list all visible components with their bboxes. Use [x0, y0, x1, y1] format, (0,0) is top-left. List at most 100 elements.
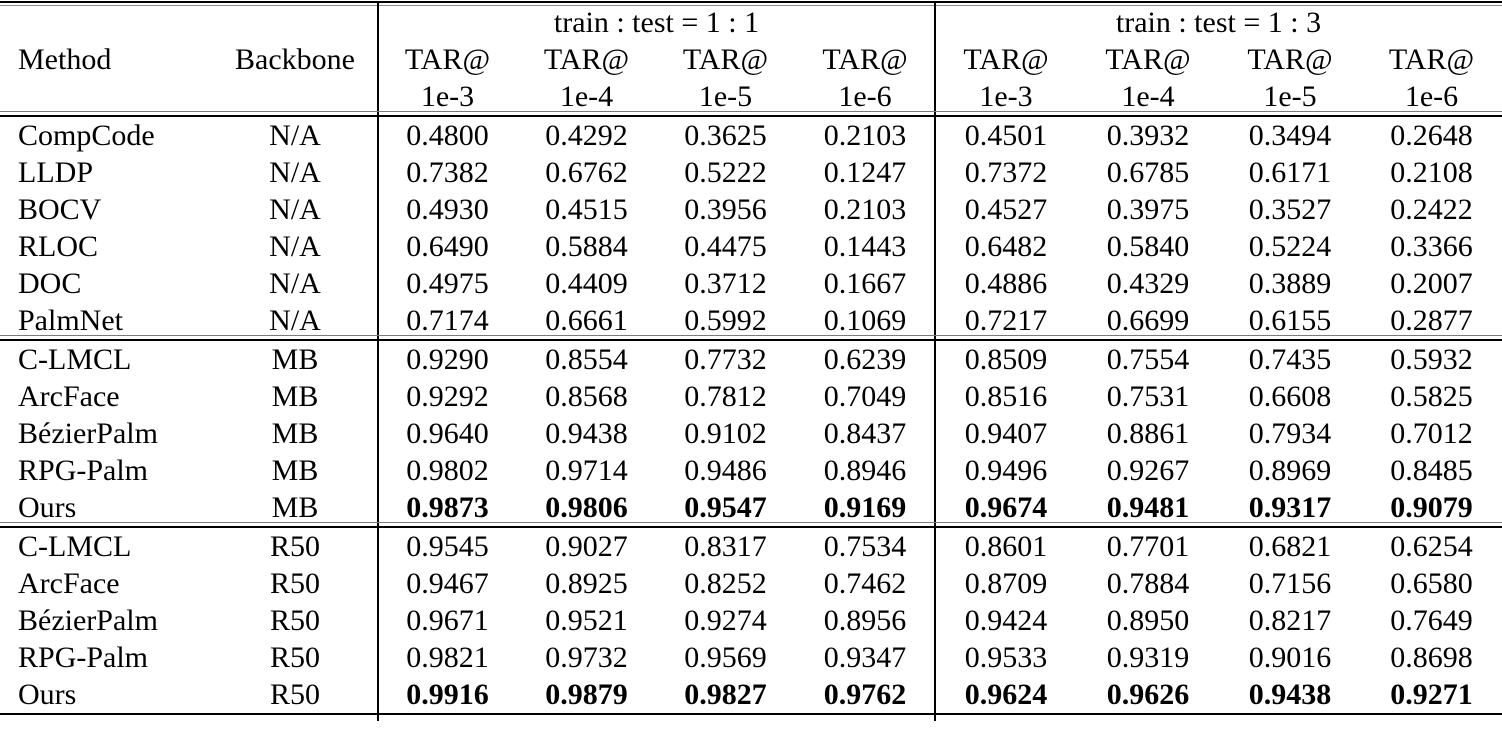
tar-value-cell: 0.4800: [406, 119, 489, 152]
table-row: RLOC N/A 0.6490 0.5884 0.4475 0.1443 0.6482 0.5…: [0, 228, 1502, 265]
tar-value-cell: 0.1443: [823, 230, 907, 263]
col-header-tar: TAR@: [543, 43, 630, 76]
tar-value-cell: 0.7649: [1390, 604, 1473, 637]
method-cell: BOCV: [18, 193, 102, 226]
tar-value-cell: 0.9674: [964, 491, 1048, 524]
column-group-title-train-test-1-1: train : test = 1 : 1: [553, 6, 760, 39]
tar-value-cell: 0.3712: [684, 267, 767, 300]
tar-value-cell: 0.9827: [684, 678, 767, 711]
tar-value-cell: 0.8861: [1106, 417, 1190, 450]
tar-value-cell: 0.8317: [684, 530, 767, 563]
tar-value-cell: 0.9016: [1248, 641, 1332, 674]
tar-value-cell: 0.9102: [684, 417, 767, 450]
tar-value-cell: 0.9762: [823, 678, 907, 711]
table-row: BOCV N/A 0.4930 0.4515 0.3956 0.2103 0.4527 0.3…: [0, 191, 1502, 228]
tar-value-cell: 0.9481: [1106, 491, 1190, 524]
method-cell: LLDP: [18, 156, 93, 189]
tar-value-cell: 0.2422: [1390, 193, 1473, 226]
tar-value-cell: 0.8252: [684, 567, 767, 600]
tar-value-cell: 0.4515: [545, 193, 628, 226]
column-group-title-train-test-1-3: train : test = 1 : 3: [1115, 6, 1322, 39]
col-header-tar: TAR@: [822, 43, 908, 76]
tar-value-cell: 0.2108: [1390, 156, 1473, 189]
tar-value-cell: 0.9271: [1390, 678, 1473, 711]
tar-value-cell: 0.7156: [1248, 567, 1332, 600]
tar-value-cell: 0.8509: [964, 343, 1048, 376]
tar-value-cell: 0.3366: [1390, 230, 1473, 263]
tar-value-cell: 0.8950: [1106, 604, 1190, 637]
backbone-cell: MB: [271, 454, 319, 487]
tar-value-cell: 0.9169: [823, 491, 907, 524]
tar-value-cell: 0.5222: [684, 156, 767, 189]
tar-value-cell: 0.7701: [1106, 530, 1190, 563]
table-header: train : test = 1 : 1 train : test = 1 : …: [0, 4, 1502, 117]
tar-value-cell: 0.7531: [1106, 380, 1190, 413]
col-header-tar: TAR@: [1388, 43, 1475, 76]
tar-value-cell: 0.9486: [684, 454, 767, 487]
tar-value-cell: 0.4409: [545, 267, 628, 300]
tar-value-cell: 0.7732: [684, 343, 767, 376]
tar-value-cell: 0.7462: [823, 567, 907, 600]
table-row: PalmNet N/A 0.7174 0.6661 0.5992 0.1069 0.7217…: [0, 302, 1502, 339]
backbone-cell: MB: [271, 380, 319, 413]
tar-value-cell: 0.6785: [1106, 156, 1190, 189]
table-vertical-rule-middle: [934, 2, 936, 721]
tar-value-cell: 0.9438: [1248, 678, 1332, 711]
tar-value-cell: 0.1247: [823, 156, 907, 189]
method-cell: RPG-Palm: [18, 454, 149, 487]
tar-value-cell: 0.6490: [406, 230, 489, 263]
tar-value-cell: 0.9821: [406, 641, 489, 674]
tar-value-cell: 0.6155: [1248, 304, 1332, 337]
tar-value-cell: 0.3494: [1248, 119, 1332, 152]
tar-value-cell: 0.6171: [1248, 156, 1332, 189]
tar-value-cell: 0.4329: [1106, 267, 1190, 300]
tar-value-cell: 0.7554: [1106, 343, 1190, 376]
table-body: CompCode N/A 0.4800 0.4292 0.3625 0.2103 0.450…: [0, 117, 1502, 715]
method-cell: ArcFace: [18, 567, 120, 600]
tar-value-cell: 0.9079: [1390, 491, 1473, 524]
col-header-tar: TAR@: [1247, 43, 1333, 76]
tar-value-cell: 0.8698: [1390, 641, 1473, 674]
method-cell: Ours: [18, 491, 77, 524]
tar-value-cell: 0.5992: [684, 304, 767, 337]
method-cell: CompCode: [18, 119, 155, 152]
tar-value-cell: 0.8946: [823, 454, 907, 487]
tar-value-cell: 0.4475: [684, 230, 767, 263]
tar-value-cell: 0.8925: [545, 567, 628, 600]
tar-value-cell: 0.9274: [684, 604, 767, 637]
tar-value-cell: 0.9521: [545, 604, 628, 637]
tar-value-cell: 0.3527: [1248, 193, 1332, 226]
col-header-tar: TAR@: [682, 43, 769, 76]
method-cell: ArcFace: [18, 380, 120, 413]
col-header-method: Method: [18, 43, 112, 76]
backbone-cell: R50: [269, 641, 320, 674]
tar-value-cell: 0.9732: [545, 641, 628, 674]
method-cell: RLOC: [18, 230, 99, 263]
backbone-cell: N/A: [269, 156, 321, 189]
backbone-cell: R50: [269, 530, 320, 563]
tar-value-cell: 0.4501: [964, 119, 1048, 152]
backbone-cell: R50: [269, 567, 320, 600]
tar-value-cell: 0.9714: [545, 454, 628, 487]
tar-value-cell: 0.5825: [1390, 380, 1473, 413]
col-header-threshold-1e-5: 1e-5: [1263, 80, 1317, 113]
tar-value-cell: 0.6699: [1106, 304, 1190, 337]
tar-value-cell: 0.8437: [823, 417, 907, 450]
tar-value-cell: 0.8217: [1248, 604, 1332, 637]
tar-value-cell: 0.9467: [406, 567, 489, 600]
backbone-cell: MB: [271, 417, 319, 450]
tar-value-cell: 0.9873: [406, 491, 489, 524]
table-vertical-rule-left: [377, 2, 379, 721]
tar-value-cell: 0.3956: [684, 193, 767, 226]
col-header-tar: TAR@: [404, 43, 491, 76]
table-row: RPG-Palm R50 0.9821 0.9732 0.9569 0.9347 0.953…: [0, 639, 1502, 676]
col-header-tar: TAR@: [963, 43, 1049, 76]
tar-value-cell: 0.9533: [964, 641, 1048, 674]
tar-value-cell: 0.6239: [823, 343, 907, 376]
tar-value-cell: 0.7812: [684, 380, 767, 413]
col-header-backbone: Backbone: [235, 43, 355, 76]
method-cell: PalmNet: [18, 304, 123, 337]
tar-value-cell: 0.1069: [823, 304, 907, 337]
table-row: LLDP N/A 0.7382 0.6762 0.5222 0.1247 0.7372 0.6…: [0, 154, 1502, 191]
